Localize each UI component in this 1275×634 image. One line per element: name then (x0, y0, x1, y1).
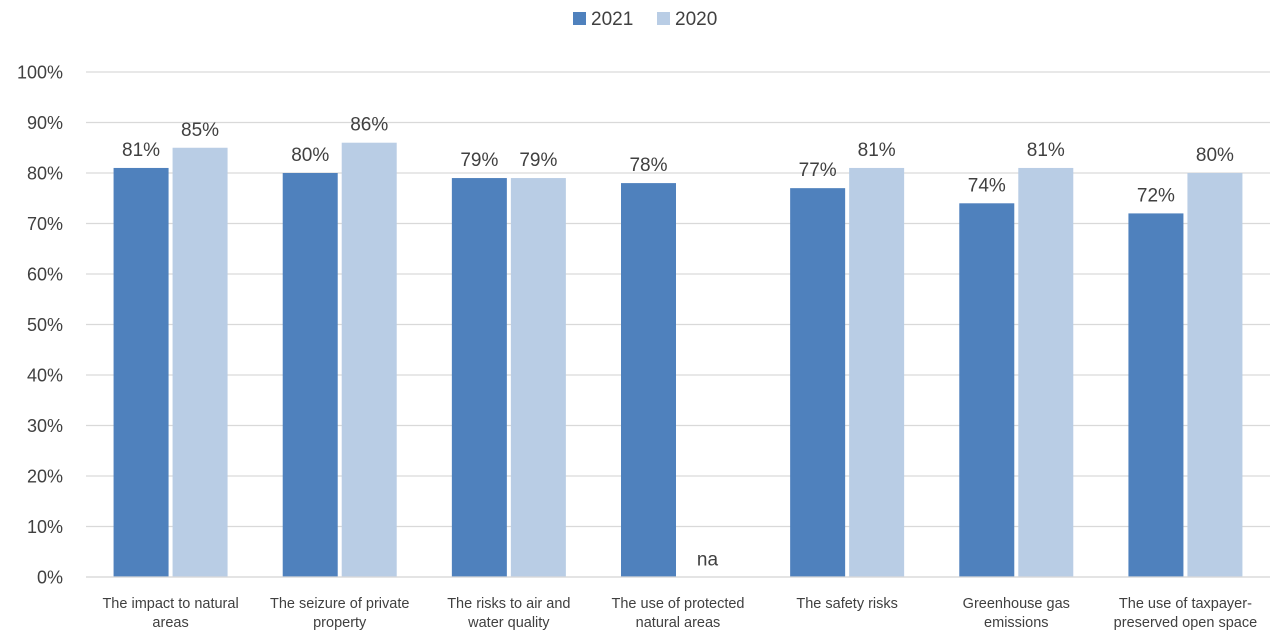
bar-2021 (451, 178, 507, 578)
x-category-label: Greenhouse gas emissions (963, 596, 1070, 631)
x-category-label: The risks to air and water quality (447, 596, 570, 631)
y-axis: 0% 10% 20% 30% 40% 50% 60% 70% 80% 90% 100% (17, 63, 63, 588)
data-label: 81% (122, 140, 160, 161)
y-tick-label: 60% (27, 265, 63, 285)
gridlines (86, 71, 1270, 578)
y-tick-label: 40% (27, 366, 63, 386)
data-label: 79% (519, 150, 557, 171)
bar-2021 (959, 203, 1015, 578)
x-category-label: The seizure of private property (270, 596, 409, 631)
y-tick-label: 100% (17, 63, 63, 83)
legend-label: 2020 (675, 9, 717, 30)
bar-2021 (1128, 213, 1184, 577)
data-label: 80% (1196, 145, 1234, 166)
y-tick-label: 50% (27, 315, 63, 335)
y-tick-label: 10% (27, 517, 63, 537)
bar-2020 (341, 142, 397, 577)
y-tick-label: 20% (27, 467, 63, 487)
bar-2021 (621, 183, 676, 577)
data-label: 80% (291, 145, 329, 166)
y-tick-label: 80% (27, 164, 63, 184)
data-label: 72% (1137, 185, 1175, 206)
data-label: 77% (799, 160, 837, 181)
data-label: 86% (350, 115, 388, 136)
y-tick-label: 70% (27, 214, 63, 234)
bar-2020 (849, 167, 905, 577)
data-label: 74% (968, 175, 1006, 196)
x-category-label: The safety risks (796, 596, 898, 612)
x-category-label: The use of protected natural areas (612, 596, 745, 631)
y-tick-label: 90% (27, 113, 63, 133)
data-label: 81% (1027, 140, 1065, 161)
legend-swatch-2020 (657, 12, 670, 25)
bar-2020 (1018, 167, 1074, 577)
bar-2021 (113, 167, 169, 577)
data-label-na: na (697, 549, 719, 570)
data-labels: 81% 85% 80% 86% 79% 79% 78% na 77% 81% 74% 81% 72% 80… (122, 115, 1234, 571)
legend-swatch-2021 (573, 12, 586, 25)
data-label: 81% (858, 140, 896, 161)
data-label: 79% (460, 150, 498, 171)
data-label: 78% (629, 155, 667, 176)
y-tick-label: 30% (27, 416, 63, 436)
bar-2020 (510, 178, 566, 578)
bar-2020 (172, 147, 228, 577)
y-tick-label: 0% (37, 568, 63, 588)
x-category-label: The impact to natural areas (102, 596, 238, 631)
legend-label: 2021 (591, 9, 633, 30)
bar-2020 (1187, 173, 1243, 577)
x-axis: The impact to natural areas The seizure of… (86, 576, 1270, 631)
x-category-label: The use of taxpayer-preserved open space (1114, 596, 1258, 631)
bar-2021 (790, 188, 846, 577)
bar-2021 (282, 173, 338, 577)
legend: 2021 2020 (573, 9, 717, 30)
data-label: 85% (181, 120, 219, 141)
bars (113, 142, 1243, 578)
